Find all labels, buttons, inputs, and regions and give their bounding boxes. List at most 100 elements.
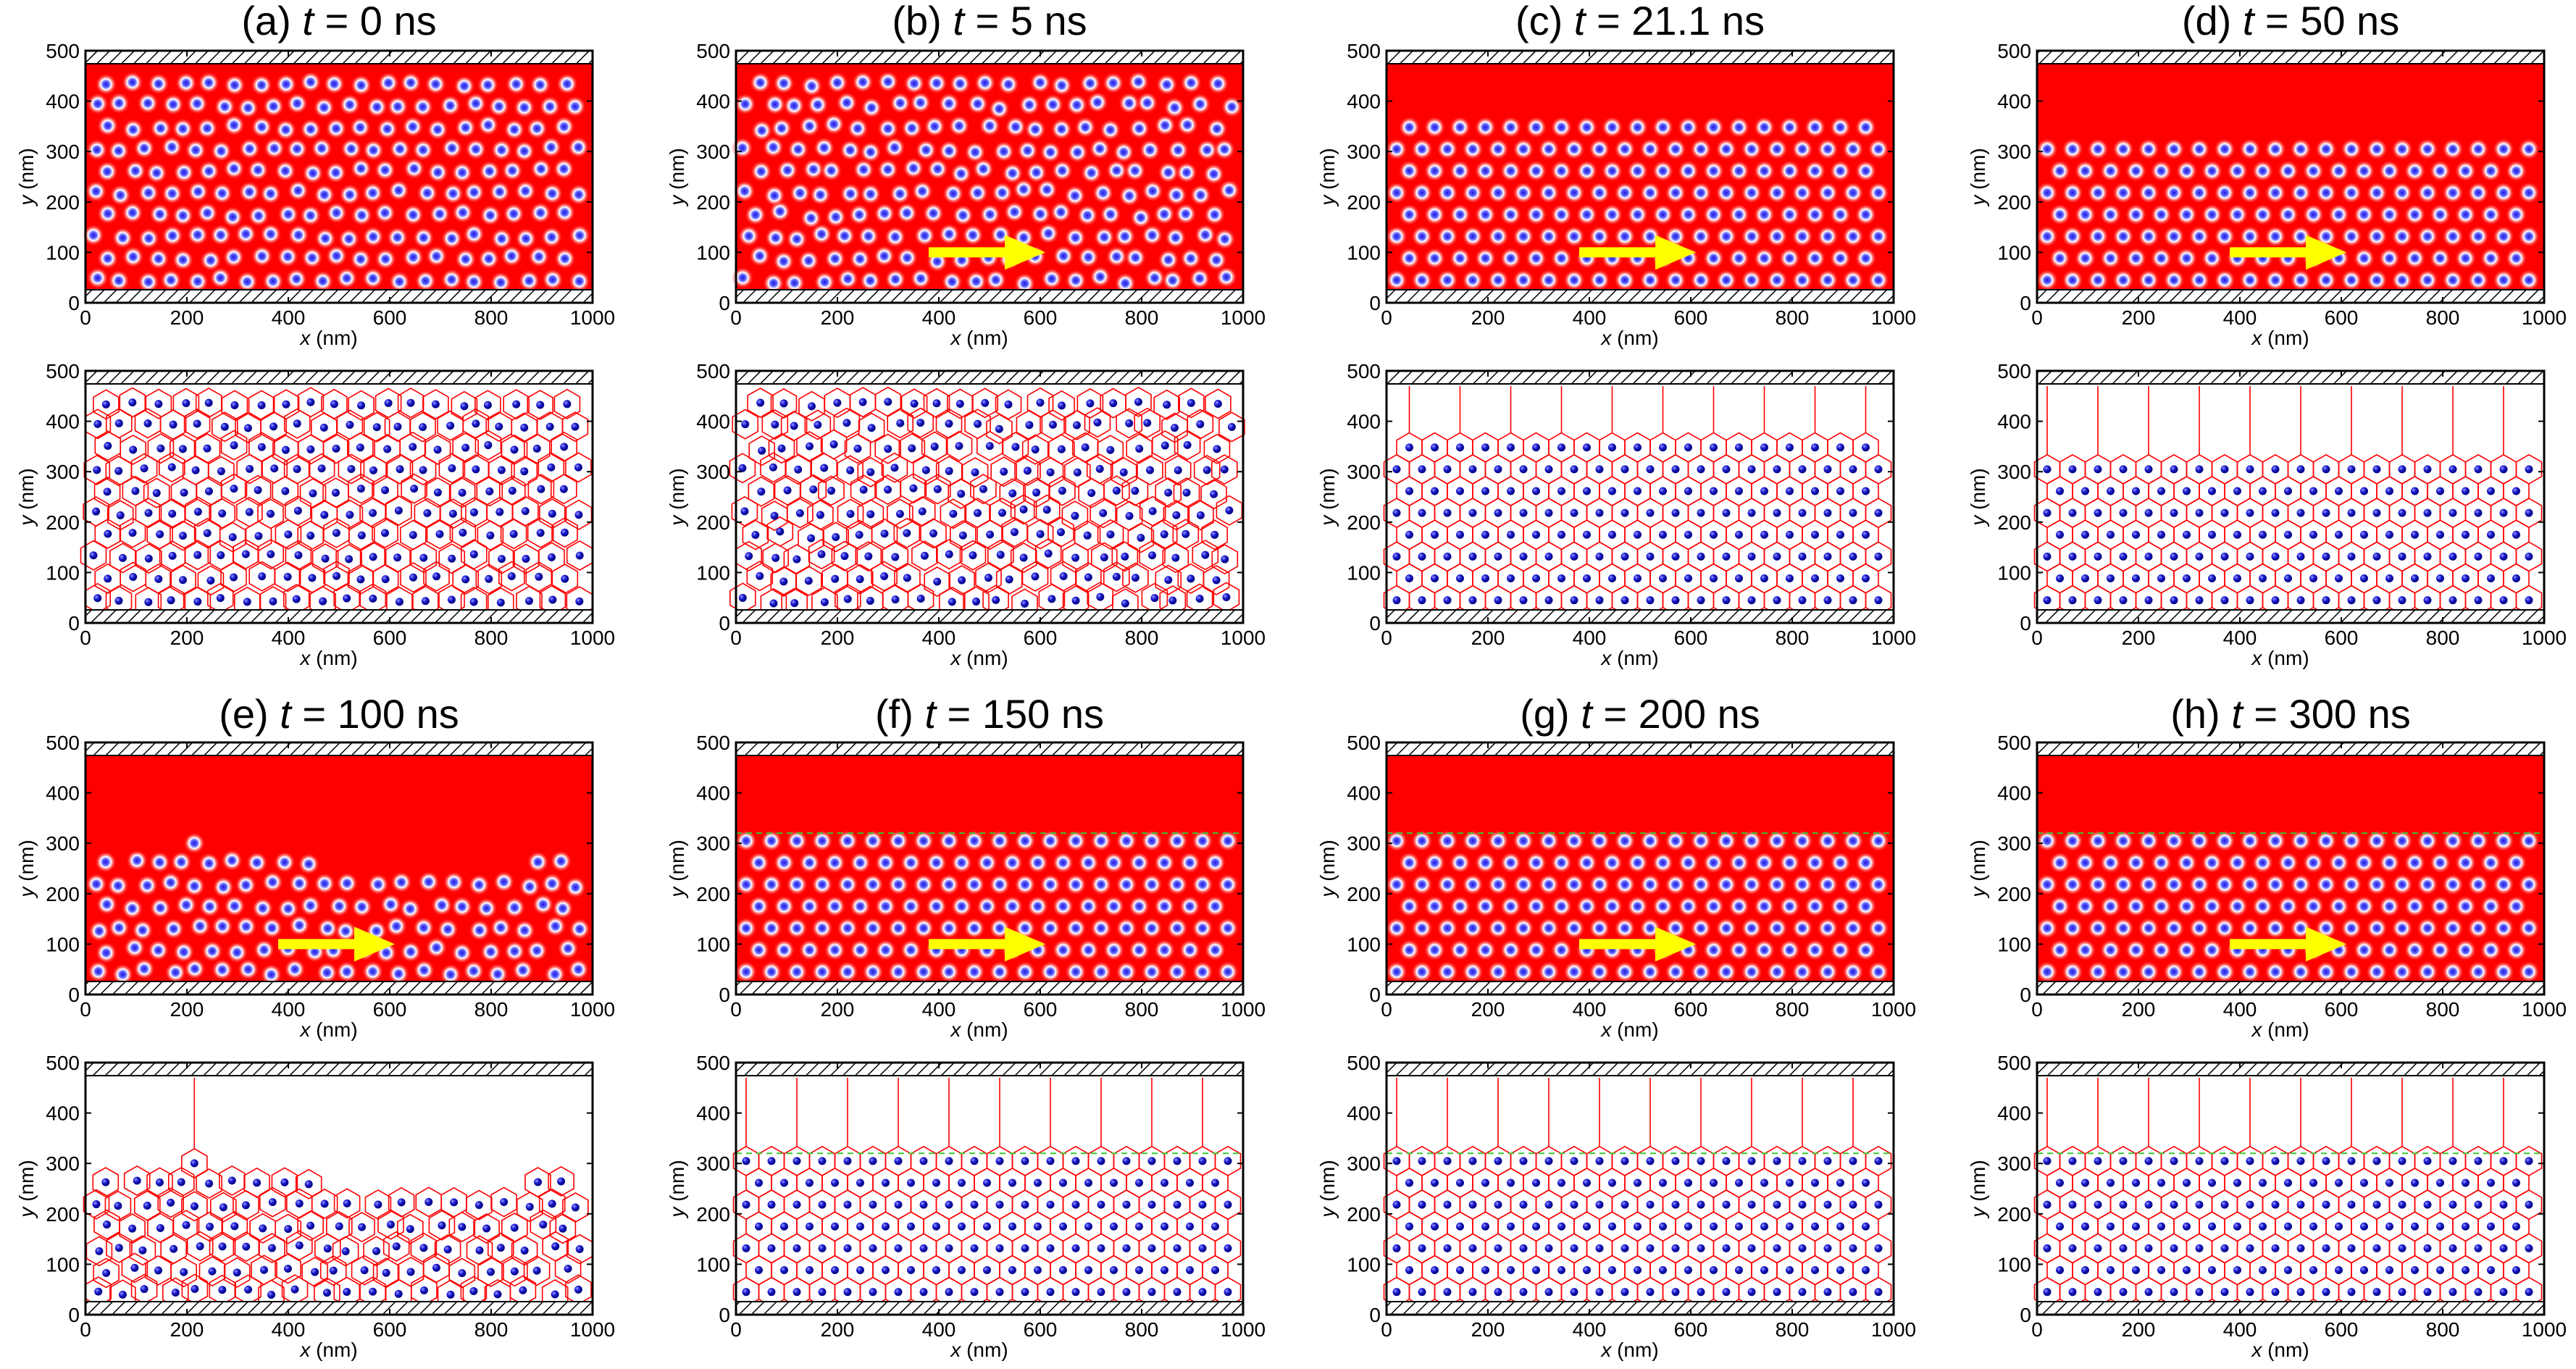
vortex-core — [887, 829, 909, 852]
vortex-core — [1741, 269, 1762, 291]
voronoi-cell — [498, 561, 525, 592]
vortex-core — [1868, 829, 1889, 852]
vortex-core — [556, 72, 578, 95]
vortex-core — [317, 917, 339, 939]
vortex-point — [945, 419, 953, 428]
voronoi-cell — [1061, 501, 1089, 532]
vortex-core — [1449, 247, 1471, 269]
voronoi-cell — [363, 411, 390, 443]
y-tick-label: 400 — [46, 782, 80, 805]
vortex-core — [2125, 247, 2147, 269]
voronoi-cell — [551, 431, 577, 462]
vortex-core — [175, 72, 197, 94]
vortex-point — [2411, 487, 2419, 495]
vortex-core — [1116, 917, 1137, 939]
vortex-core — [1576, 851, 1598, 874]
vortex-core — [764, 93, 786, 116]
hatched-boundary-bottom — [2036, 981, 2545, 995]
x-tick-label: 0 — [2031, 998, 2043, 1021]
vortex-point — [1570, 1244, 1578, 1252]
vortex-point — [1786, 574, 1794, 583]
vortex-core — [2214, 225, 2236, 248]
vortex-core — [2290, 182, 2312, 204]
hatched-boundary-bottom — [735, 981, 1244, 995]
vortex-point — [741, 420, 750, 429]
voronoi-cell — [989, 497, 1016, 529]
vortex-point — [1161, 441, 1169, 450]
vortex-point — [1405, 487, 1413, 495]
vortex-point — [268, 1198, 277, 1207]
vortex-point — [2284, 1222, 2292, 1231]
vortex-core — [1051, 159, 1074, 182]
voronoi-cell — [900, 388, 928, 419]
vortex-core — [2112, 225, 2134, 248]
vortex-core — [386, 226, 409, 248]
vortex-core — [477, 114, 499, 136]
vortex-core — [2417, 960, 2438, 983]
voronoi-cell — [119, 1213, 146, 1244]
vortex-point — [2284, 487, 2292, 495]
vortex-point — [458, 1269, 467, 1278]
vortex-point — [1213, 445, 1221, 453]
vortex-point — [448, 464, 456, 473]
vortex-core — [2239, 960, 2261, 983]
vortex-point — [144, 598, 153, 606]
vortex-core — [1626, 895, 1649, 918]
vortex-core — [532, 893, 554, 916]
vortex-core — [1423, 895, 1446, 918]
vortex-point — [1773, 1288, 1781, 1297]
vortex-point — [217, 467, 225, 476]
vortex-core — [567, 183, 590, 206]
vortex-point — [1862, 1178, 1870, 1187]
voronoi-cell — [1155, 477, 1182, 508]
vortex-core — [2341, 960, 2362, 983]
vortex-point — [1173, 1288, 1182, 1297]
voronoi-cell — [787, 498, 814, 529]
voronoi-cell — [147, 433, 175, 464]
vortex-core — [733, 180, 756, 202]
vortex-point — [932, 1178, 940, 1187]
vortex-core — [1124, 246, 1147, 269]
vortex-core — [106, 874, 129, 897]
x-tick-label: 0 — [1381, 306, 1392, 329]
vortex-core — [1093, 226, 1116, 248]
vortex-core — [2404, 895, 2426, 918]
vortex-core — [133, 958, 156, 980]
vortex-core — [2049, 204, 2071, 226]
vortex-point — [244, 1285, 253, 1294]
vortex-core — [1025, 162, 1047, 184]
vortex-core — [909, 91, 932, 114]
vortex-point — [1849, 465, 1857, 474]
vortex-point — [1722, 1200, 1731, 1209]
vortex-core — [477, 248, 500, 270]
vortex-point — [2132, 1178, 2140, 1187]
vortex-point — [360, 1266, 369, 1275]
vortex-point — [206, 1223, 214, 1231]
vortex-core — [1639, 182, 1661, 204]
vortex-point — [856, 1266, 864, 1275]
vortex-point — [2170, 596, 2178, 605]
vortex-core — [1077, 246, 1100, 269]
vortex-point — [1836, 443, 1844, 452]
vortex-point — [1862, 1266, 1870, 1275]
hatched-boundary-bottom — [2036, 1301, 2545, 1315]
vortex-point — [2449, 1200, 2457, 1209]
drive-arrow-head — [354, 926, 395, 962]
vortex-point — [919, 1288, 928, 1297]
vortex-core — [913, 960, 934, 983]
vortex-core — [196, 201, 219, 224]
vortex-point — [1862, 1222, 1870, 1231]
vortex-core — [1652, 851, 1674, 874]
voronoi-cell — [440, 498, 467, 529]
vortex-point — [196, 1242, 204, 1251]
vortex-core — [913, 225, 936, 247]
vortex-point — [2499, 1200, 2508, 1209]
vortex-point — [104, 442, 112, 451]
vortex-core — [96, 247, 119, 269]
vortex-point — [140, 1285, 149, 1294]
vortex-point — [2411, 530, 2419, 539]
vortex-core — [839, 139, 861, 162]
vortex-core — [490, 227, 513, 250]
vortex-core — [2417, 138, 2438, 160]
x-tick-label: 1000 — [1871, 306, 1916, 329]
